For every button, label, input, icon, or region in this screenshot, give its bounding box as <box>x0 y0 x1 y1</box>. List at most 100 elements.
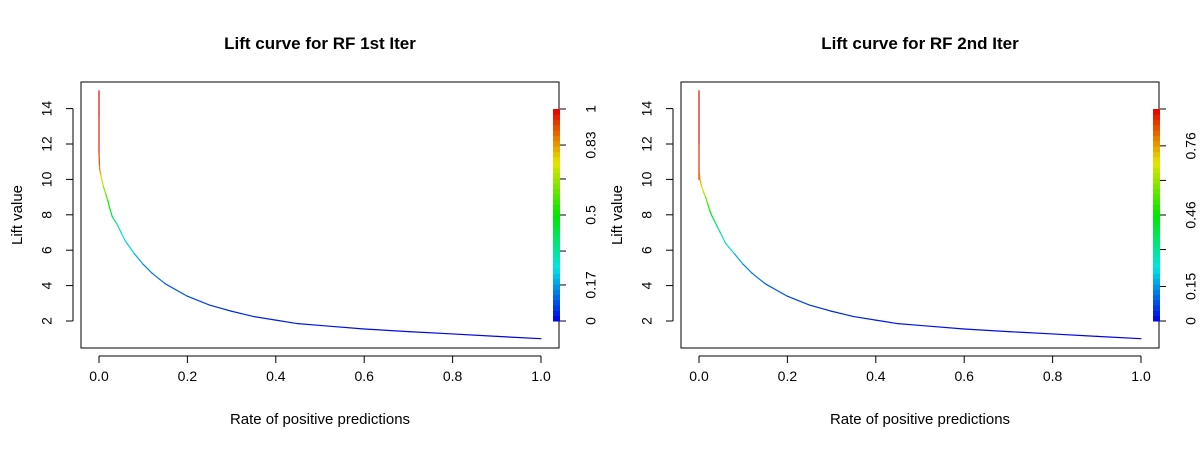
colorkey-band <box>553 273 560 280</box>
colorkey-band <box>553 130 560 136</box>
colorkey-band <box>553 252 560 258</box>
colorkey-band <box>553 215 560 221</box>
x-tick-label: 0.2 <box>778 368 798 384</box>
colorkey-band <box>1153 199 1160 205</box>
lift-curve-segment <box>107 200 111 211</box>
y-tick-label: 12 <box>39 136 55 152</box>
colorkey-band <box>553 172 560 179</box>
y-tick-label: 10 <box>39 171 55 187</box>
colorkey-band <box>1153 283 1160 290</box>
colorkey-band <box>553 193 560 200</box>
x-tick-label: 0.0 <box>89 368 109 384</box>
colorkey-band <box>553 305 560 311</box>
y-tick-label: 8 <box>39 211 55 219</box>
lift-curve-segment <box>830 310 855 318</box>
colorkey-band <box>1153 225 1160 232</box>
colorkey-label: 0 <box>1183 317 1199 325</box>
x-tick-label: 0.2 <box>178 368 198 384</box>
lift-curve-segment <box>275 319 299 325</box>
colorkey-band <box>1153 188 1160 195</box>
lift-curve-segment <box>319 324 365 330</box>
lift-curve-segment <box>231 310 255 318</box>
lift-curve-segment <box>716 224 722 235</box>
colorkey-band <box>1153 289 1160 295</box>
colorkey-band <box>553 167 560 174</box>
colorkey-band <box>553 151 560 158</box>
colorkey-band <box>553 204 560 211</box>
colorkey-band <box>1153 246 1160 253</box>
colorkey-band <box>553 183 560 189</box>
lift-curve-segment <box>133 253 144 265</box>
colorkey-band <box>1153 268 1160 274</box>
lift-curve-segment <box>452 333 498 337</box>
colorkey-band <box>553 278 560 285</box>
colorkey-band <box>1153 140 1160 147</box>
colorkey-band <box>1153 124 1160 131</box>
y-tick-label: 6 <box>39 246 55 254</box>
x-tick-label: 0.8 <box>443 368 463 384</box>
colorkey-band <box>1153 177 1160 184</box>
x-axis-label: Rate of positive predictions <box>230 411 410 428</box>
lift-curve-segment <box>101 178 105 188</box>
colorkey-band <box>1153 119 1160 126</box>
colorkey-band <box>1153 162 1160 168</box>
lift-curve-segment <box>164 283 188 297</box>
colorkey-band <box>1153 209 1160 216</box>
lift-curve-segment <box>1007 331 1054 335</box>
lift-curve-segment <box>707 203 711 212</box>
lift-curve-segment <box>751 272 766 285</box>
colorkey-band <box>553 156 560 163</box>
colorkey-label: 0.5 <box>583 205 599 225</box>
colorkey-band <box>553 225 560 232</box>
lift-curve-segment <box>109 208 113 218</box>
colorkey-band <box>1153 146 1160 152</box>
colorkey-band <box>553 135 560 142</box>
colorkey-band <box>553 162 560 168</box>
lift-curve-segment <box>711 215 718 227</box>
colorkey-band <box>1153 305 1160 311</box>
lift-curve-segment <box>853 315 877 321</box>
colorkey-band <box>553 283 560 290</box>
colorkey-band <box>1153 167 1160 174</box>
y-axis-label: Lift value <box>9 185 26 245</box>
colorkey-label: 0.46 <box>1183 201 1199 228</box>
lift-curve-segment <box>363 328 409 333</box>
chart-title: Lift curve for RF 2nd Iter <box>821 34 1019 53</box>
lift-curve-segment <box>702 191 707 198</box>
x-tick-label: 0.6 <box>354 368 374 384</box>
colorkey-band <box>1153 241 1160 248</box>
colorkey-label: 0.76 <box>1183 132 1199 159</box>
lift-curve-segment <box>496 335 542 340</box>
x-tick-label: 0.6 <box>954 368 974 384</box>
lift-curve-segment <box>124 240 135 255</box>
lift-curve-segment <box>208 304 233 312</box>
colorkey-band <box>1153 220 1160 227</box>
lift-curve-segment <box>105 192 109 202</box>
colorkey-band <box>1153 315 1160 322</box>
colorkey-band <box>553 257 560 264</box>
lift-curve-segment <box>116 223 122 234</box>
colorkey-band <box>1153 172 1160 179</box>
x-axis-label: Rate of positive predictions <box>830 411 1010 428</box>
colorkey-band <box>553 268 560 274</box>
colorkey-band <box>553 114 560 121</box>
plot-frame <box>680 81 1160 349</box>
colorkey-band <box>1153 130 1160 136</box>
colorkey-band <box>1153 183 1160 189</box>
colorkey-band <box>1153 193 1160 200</box>
lift-curve-segment <box>701 185 705 193</box>
lift-curve-segment <box>99 169 102 175</box>
colorkey-band <box>553 146 560 152</box>
lift-curve-segment <box>1096 335 1142 340</box>
colorkey-band <box>1153 215 1160 221</box>
lift-curve-segment <box>151 272 166 285</box>
colorkey-band <box>553 220 560 227</box>
lift-curve-segment <box>1051 333 1098 337</box>
plot-frame <box>80 81 560 349</box>
chart-panel-2: Lift curve for RF 2nd Iter 0.0 0.2 0.4 0.6 0.… <box>609 34 1199 428</box>
y-tick-label: 14 <box>39 101 55 117</box>
chart-panel-1: Lift curve for RF 1st Iter 0.0 0.2 0.4 0.6 0.… <box>9 34 599 428</box>
colorkey-band <box>1153 310 1160 317</box>
lift-curve-segment <box>699 178 702 184</box>
lift-curve-segment <box>764 283 789 297</box>
